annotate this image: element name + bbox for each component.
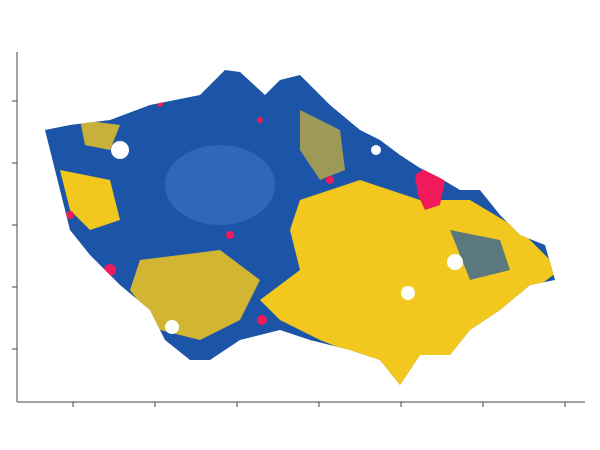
region-yellow — [300, 110, 345, 180]
region-red — [257, 315, 267, 325]
region-yellow — [80, 120, 120, 150]
region-red — [326, 176, 334, 184]
axes — [12, 52, 585, 407]
region-yellow — [260, 180, 555, 385]
region-blue — [450, 230, 510, 280]
region-yellow — [130, 250, 260, 340]
region-red — [226, 231, 234, 239]
hole — [371, 145, 381, 155]
hole — [111, 141, 129, 159]
hole — [447, 254, 463, 270]
region-light — [165, 145, 275, 225]
hole — [165, 320, 179, 334]
hole — [401, 286, 415, 300]
region-red — [257, 117, 263, 123]
region-yellow — [60, 170, 120, 230]
region-red — [66, 211, 74, 219]
